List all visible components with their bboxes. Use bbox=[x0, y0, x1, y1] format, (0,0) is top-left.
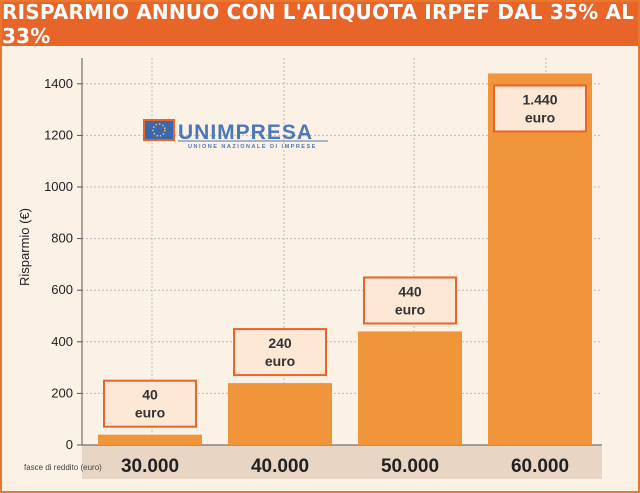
data-label-unit: euro bbox=[265, 353, 295, 369]
bar-50.000 bbox=[358, 331, 462, 445]
logo-flag-icon bbox=[143, 119, 175, 141]
x-axis-label: fasce di reddito (euro) bbox=[24, 463, 102, 472]
bar-40.000 bbox=[228, 383, 332, 445]
y-tick-label: 1200 bbox=[44, 127, 73, 142]
data-labels-group: 40 euro 240 euro 440 euro 1.440 euro bbox=[103, 84, 587, 428]
logo-wordmark: UNIMPRESA bbox=[178, 121, 313, 144]
y-tick-label: 800 bbox=[51, 231, 73, 246]
y-tick-label: 1400 bbox=[44, 76, 73, 91]
category-labels-group: 30.000 40.000 50.000 60.000 bbox=[121, 456, 569, 477]
data-label-unit: euro bbox=[525, 109, 555, 125]
data-label-box bbox=[493, 84, 587, 133]
x-tick-label: 50.000 bbox=[381, 456, 439, 477]
y-tick-label: 200 bbox=[51, 385, 73, 400]
data-label-amount: 440 bbox=[398, 283, 422, 299]
x-tick-label: 40.000 bbox=[251, 456, 309, 477]
y-tick-label: 1000 bbox=[44, 179, 73, 194]
data-label-box bbox=[233, 328, 327, 377]
bar-30.000 bbox=[98, 434, 202, 445]
y-axis-label: Risparmio (€) bbox=[17, 208, 32, 286]
data-label-amount: 40 bbox=[142, 387, 158, 403]
x-tick-label: 30.000 bbox=[121, 456, 179, 477]
y-tick-label: 0 bbox=[66, 437, 73, 452]
data-label-unit: euro bbox=[135, 405, 165, 421]
logo-subtitle: UNIONE NAZIONALE DI IMPRESE bbox=[188, 144, 317, 150]
y-tick-label: 400 bbox=[51, 334, 73, 349]
unimpresa-logo: UNIMPRESA UNIONE NAZIONALE DI IMPRESE bbox=[143, 119, 328, 150]
category-band bbox=[82, 445, 602, 479]
x-tick-label: 60.000 bbox=[511, 456, 569, 477]
data-label-box bbox=[363, 276, 457, 325]
data-label-box bbox=[103, 379, 197, 428]
y-tick-label: 600 bbox=[51, 282, 73, 297]
bars-group bbox=[98, 73, 592, 445]
y-axis-ticks: 0 200 400 600 800 1000 1200 1400 bbox=[44, 76, 82, 452]
chart-title: RISPARMIO ANNUO CON L'ALIQUOTA IRPEF DAL… bbox=[2, 0, 638, 48]
bar-60.000 bbox=[488, 73, 592, 445]
data-label-amount: 240 bbox=[268, 335, 292, 351]
data-label-amount: 1.440 bbox=[522, 91, 557, 107]
data-label-unit: euro bbox=[395, 301, 425, 317]
